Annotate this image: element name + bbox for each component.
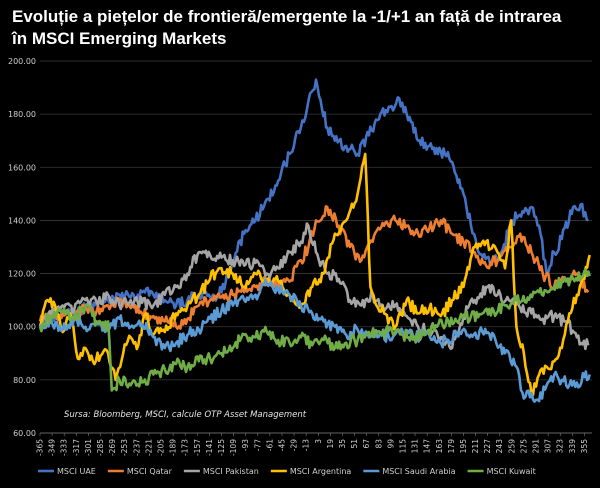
series-line-4 — [39, 278, 591, 403]
series-line-3 — [38, 152, 591, 397]
y-tick-label: 100.00 — [8, 323, 36, 332]
x-tick-label: -61 — [265, 439, 274, 451]
x-tick-label: 355 — [580, 439, 589, 454]
x-tick-label: 323 — [556, 439, 565, 454]
legend-label-2: MSCI Pakistan — [203, 467, 259, 476]
series-line-0 — [38, 78, 589, 330]
x-tick-label: 195 — [459, 439, 468, 454]
x-tick-label: -189 — [169, 439, 178, 456]
y-axis: 60.00 80.00 100.00 120.00 140.00 160.00 180.00… — [8, 57, 36, 438]
x-tick-label: 35 — [338, 439, 347, 449]
x-tick-label: 291 — [532, 439, 541, 454]
x-axis: -365 -349 -333 -317 -301 -285 -269 -253 -237 -221… — [36, 432, 592, 456]
x-tick-label: 227 — [483, 439, 492, 454]
y-tick-label: 80.00 — [13, 376, 36, 385]
legend-label-0: MSCI UAE — [57, 467, 96, 476]
x-tick-label: 3 — [314, 439, 323, 444]
x-tick-label: -109 — [229, 439, 238, 456]
x-tick-label: 131 — [411, 439, 420, 454]
x-tick-label: 115 — [398, 439, 407, 454]
x-tick-label: 67 — [362, 439, 371, 449]
x-tick-label: -141 — [205, 439, 214, 456]
y-tick-label: 160.00 — [8, 163, 36, 172]
x-tick-label: -317 — [72, 439, 81, 456]
series-lines — [38, 78, 591, 403]
source-note: Sursa: Bloomberg, MSCI, calcule OTP Asse… — [64, 410, 307, 420]
legend: MSCI UAE MSCI Qatar MSCI Pakistan MSCI Arge… — [38, 467, 536, 476]
x-tick-label: -77 — [253, 439, 262, 451]
x-tick-label: 275 — [519, 439, 528, 454]
x-tick-label: -301 — [84, 439, 93, 456]
y-tick-label: 180.00 — [8, 110, 36, 119]
x-tick-label: 179 — [447, 439, 456, 454]
legend-label-5: MSCI Kuwait — [487, 467, 536, 476]
x-tick-label: -29 — [290, 439, 299, 451]
x-tick-label: -205 — [156, 439, 165, 456]
x-tick-label: -13 — [302, 439, 311, 451]
chart-title: Evoluție a piețelor de frontieră/emergen… — [12, 7, 562, 48]
series-line-5 — [38, 268, 591, 392]
x-tick-label: 51 — [350, 439, 359, 449]
x-tick-label: -125 — [217, 439, 226, 456]
y-tick-label: 60.00 — [13, 429, 36, 438]
x-tick-label: -349 — [48, 439, 57, 456]
x-tick-label: 339 — [568, 439, 577, 454]
x-tick-label: 307 — [544, 439, 553, 454]
series-line-1 — [38, 205, 590, 330]
x-tick-label: -221 — [144, 439, 153, 456]
x-tick-label: -365 — [36, 439, 45, 456]
x-tick-label: -253 — [120, 439, 129, 456]
x-tick-label: -173 — [181, 439, 190, 456]
legend-label-3: MSCI Argentina — [290, 467, 352, 476]
x-tick-label: -45 — [277, 439, 286, 451]
x-tick-label: 19 — [326, 439, 335, 449]
x-tick-label: 211 — [471, 439, 480, 454]
x-tick-label: -237 — [132, 439, 141, 456]
y-tick-label: 140.00 — [8, 216, 36, 225]
x-tick-label: 83 — [374, 439, 383, 449]
x-tick-label: 243 — [495, 439, 504, 454]
y-tick-label: 200.00 — [8, 57, 36, 66]
x-tick-label: -157 — [193, 439, 202, 456]
x-tick-label: 259 — [507, 439, 516, 454]
legend-label-1: MSCI Qatar — [127, 467, 173, 476]
legend-label-4: MSCI Saudi Arabia — [382, 467, 455, 476]
x-tick-label: 163 — [435, 439, 444, 454]
x-tick-label: 99 — [386, 439, 395, 449]
series-line-2 — [38, 222, 590, 351]
x-tick-label: -333 — [60, 439, 69, 456]
x-tick-label: -269 — [108, 439, 117, 456]
x-tick-label: -285 — [96, 439, 105, 456]
x-tick-label: -93 — [241, 439, 250, 451]
y-tick-label: 120.00 — [8, 270, 36, 279]
x-tick-label: 147 — [423, 439, 432, 454]
